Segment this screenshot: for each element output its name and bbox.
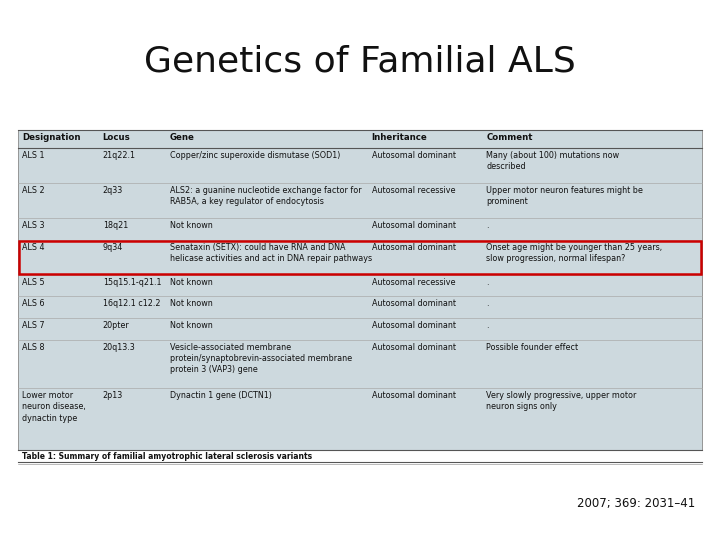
Text: 16q12.1 c12.2: 16q12.1 c12.2 — [103, 299, 161, 308]
Text: Designation: Designation — [22, 133, 81, 142]
Text: Not known: Not known — [170, 321, 212, 330]
Bar — [18, 130, 702, 450]
Text: 2007; 369: 2031–41: 2007; 369: 2031–41 — [577, 497, 695, 510]
Text: Gene: Gene — [170, 133, 194, 142]
Text: .: . — [487, 278, 489, 287]
Text: Dynactin 1 gene (DCTN1): Dynactin 1 gene (DCTN1) — [170, 391, 271, 400]
Text: ALS 1: ALS 1 — [22, 151, 45, 160]
Text: Very slowly progressive, upper motor
neuron signs only: Very slowly progressive, upper motor neu… — [487, 391, 636, 411]
Text: Onset age might be younger than 25 years,
slow progression, normal lifespan?: Onset age might be younger than 25 years… — [487, 242, 662, 263]
Text: Inheritance: Inheritance — [372, 133, 427, 142]
Text: Autosomal dominant: Autosomal dominant — [372, 221, 456, 230]
Bar — [19, 241, 701, 274]
Text: Comment: Comment — [487, 133, 533, 142]
Text: Senataxin (SETX): could have RNA and DNA
helicase activities and act in DNA repa: Senataxin (SETX): could have RNA and DNA… — [170, 242, 372, 263]
Text: 9q34: 9q34 — [103, 242, 123, 252]
Text: Locus: Locus — [103, 133, 130, 142]
Text: ALS 5: ALS 5 — [22, 278, 45, 287]
Text: ALS 2: ALS 2 — [22, 186, 45, 195]
Text: Copper/zinc superoxide dismutase (SOD1): Copper/zinc superoxide dismutase (SOD1) — [170, 151, 340, 160]
Text: .: . — [487, 321, 489, 330]
Text: ALS 6: ALS 6 — [22, 299, 45, 308]
Text: Autosomal dominant: Autosomal dominant — [372, 391, 456, 400]
Text: 18q21: 18q21 — [103, 221, 128, 230]
Text: Not known: Not known — [170, 221, 212, 230]
Text: Lancet: Lancet — [0, 497, 1, 510]
Text: ALS 7: ALS 7 — [22, 321, 45, 330]
Text: Upper motor neuron features might be
prominent: Upper motor neuron features might be pro… — [487, 186, 643, 206]
Text: 15q15.1-q21.1: 15q15.1-q21.1 — [103, 278, 161, 287]
Text: 2p13: 2p13 — [103, 391, 123, 400]
Text: Autosomal dominant: Autosomal dominant — [372, 242, 456, 252]
Text: Autosomal dominant: Autosomal dominant — [372, 299, 456, 308]
Text: Table 1: Summary of familial amyotrophic lateral sclerosis variants: Table 1: Summary of familial amyotrophic… — [22, 452, 312, 461]
Text: Autosomal recessive: Autosomal recessive — [372, 186, 455, 195]
Text: Possible founder effect: Possible founder effect — [487, 342, 579, 352]
Text: .: . — [487, 299, 489, 308]
Text: Genetics of Familial ALS: Genetics of Familial ALS — [144, 45, 576, 79]
Text: 2q33: 2q33 — [103, 186, 123, 195]
Text: ALS 4: ALS 4 — [22, 242, 45, 252]
Text: Autosomal dominant: Autosomal dominant — [372, 151, 456, 160]
Text: Many (about 100) mutations now
described: Many (about 100) mutations now described — [487, 151, 620, 172]
Text: Autosomal dominant: Autosomal dominant — [372, 342, 456, 352]
Text: ALS2: a guanine nucleotide exchange factor for
RAB5A, a key regulator of endocyt: ALS2: a guanine nucleotide exchange fact… — [170, 186, 361, 206]
Text: 20pter: 20pter — [103, 321, 130, 330]
Text: Not known: Not known — [170, 299, 212, 308]
Text: .: . — [487, 221, 489, 230]
Text: 20q13.3: 20q13.3 — [103, 342, 135, 352]
Text: ALS 3: ALS 3 — [22, 221, 45, 230]
Text: Autosomal recessive: Autosomal recessive — [372, 278, 455, 287]
Text: ALS 8: ALS 8 — [22, 342, 45, 352]
Text: 21q22.1: 21q22.1 — [103, 151, 135, 160]
Text: Autosomal dominant: Autosomal dominant — [372, 321, 456, 330]
Text: Lower motor
neuron disease,
dynactin type: Lower motor neuron disease, dynactin typ… — [22, 391, 86, 423]
Text: Not known: Not known — [170, 278, 212, 287]
Text: Vesicle-associated membrane
protein/synaptobrevin-associated membrane
protein 3 : Vesicle-associated membrane protein/syna… — [170, 342, 352, 375]
